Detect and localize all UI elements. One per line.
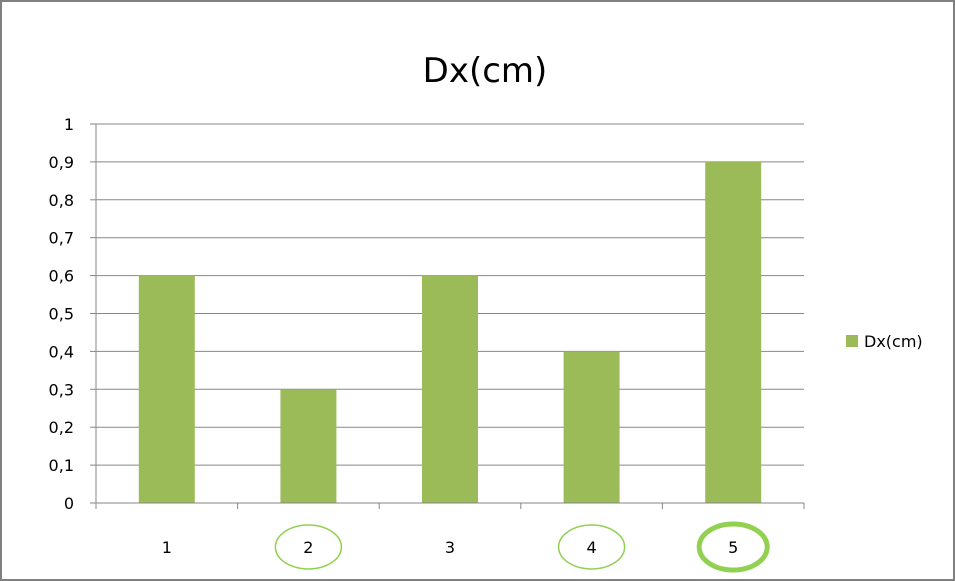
y-tick-label: 0,6 [49, 267, 74, 286]
x-tick-label: 2 [303, 538, 313, 557]
y-tick-label: 0,7 [49, 229, 74, 248]
x-tick-label: 4 [587, 538, 597, 557]
bar [139, 276, 195, 503]
legend-swatch [846, 335, 858, 347]
x-tick-label: 3 [445, 538, 455, 557]
y-tick-label: 0,5 [49, 305, 74, 324]
y-tick-label: 0,3 [49, 380, 74, 399]
bar [564, 351, 620, 503]
chart-title: Dx(cm) [423, 51, 548, 91]
bar [280, 389, 336, 503]
y-tick-label: 0,8 [49, 191, 74, 210]
legend-label: Dx(cm) [864, 332, 923, 351]
x-tick-label: 1 [162, 538, 172, 557]
y-tick-label: 0,9 [49, 153, 74, 172]
y-tick-label: 0,4 [49, 342, 74, 361]
y-tick-label: 0,1 [49, 456, 74, 475]
y-tick-label: 1 [64, 115, 74, 134]
bar [422, 276, 478, 503]
x-tick-label: 5 [728, 538, 738, 557]
y-tick-label: 0 [64, 494, 74, 513]
bar [705, 162, 761, 503]
y-tick-label: 0,2 [49, 418, 74, 437]
